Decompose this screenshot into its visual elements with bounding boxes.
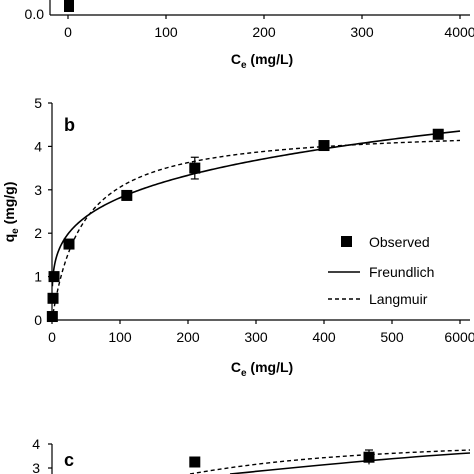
panel-b-x-tick-label: 0 — [48, 329, 56, 345]
panel-a-x-tick-label: 4000 — [444, 24, 474, 40]
panel-c-observed-point — [189, 456, 201, 468]
panel-a: 0.0 0 100 200 300 4000 Ce (mg/L) — [25, 0, 474, 71]
panel-c-y-tick-label: 3 — [32, 460, 40, 474]
panel-c-letter: c — [64, 450, 74, 470]
panel-b-observed-point — [47, 292, 59, 304]
panel-b-letter: b — [64, 115, 75, 135]
panel-a-x-axis-label: Ce (mg/L) — [231, 51, 293, 71]
panel-b-observed-point — [432, 128, 444, 140]
panel-c-observed-point — [363, 451, 375, 463]
panel-b-x-tick-label: 400 — [312, 329, 336, 345]
panel-c-freundlich-curve — [229, 452, 471, 474]
panel-b-legend: Observed Freundlich Langmuir — [328, 234, 434, 307]
panel-b-x-tick-label: 200 — [176, 329, 200, 345]
panel-b-x-tick-label: 6000 — [444, 329, 474, 345]
panel-a-x-tick-label: 300 — [350, 24, 374, 40]
panel-c-langmuir-curve — [189, 449, 471, 474]
panel-b-x-tick-label: 500 — [380, 329, 404, 345]
panel-a-x-tick-label: 200 — [252, 24, 276, 40]
panel-b-observed-point — [63, 238, 75, 250]
panel-b-y-tick-label: 0 — [34, 312, 42, 328]
panel-a-y-tick-label: 0.0 — [25, 6, 45, 22]
panel-b-y-tick-label: 2 — [34, 225, 42, 241]
panel-b-y-axis-label: qe (mg/g) — [1, 182, 21, 243]
panel-a-observed-point — [64, 0, 74, 12]
panel-b-langmuir-curve — [51, 139, 461, 321]
panel-c: 4 3 c — [32, 436, 471, 474]
panel-a-x-tick-label: 100 — [154, 24, 178, 40]
panel-b-observed-point — [48, 271, 60, 283]
panel-b-x-tick-label: 300 — [244, 329, 268, 345]
panel-b-y-tick-label: 4 — [34, 138, 42, 154]
panel-b-x-axis-label: Ce (mg/L) — [231, 359, 293, 379]
panel-b-freundlich-curve — [51, 130, 461, 287]
legend-observed-label: Observed — [369, 234, 430, 250]
panel-b-observed-point — [318, 140, 330, 152]
panel-b-y-tick-label: 3 — [34, 182, 42, 198]
panel-a-x-tick-label: 0 — [64, 24, 72, 40]
legend-freundlich-label: Freundlich — [369, 264, 434, 280]
panel-b-y-tick-label: 1 — [34, 269, 42, 285]
panel-b-y-tick-label: 5 — [34, 95, 42, 111]
legend-langmuir-label: Langmuir — [369, 291, 428, 307]
panel-b-observed-point — [189, 162, 201, 174]
panel-b-x-tick-label: 100 — [108, 329, 132, 345]
panel-b-observed-point — [121, 189, 133, 201]
panel-c-y-tick-label: 4 — [32, 436, 40, 452]
panel-b-observed-point — [46, 311, 58, 323]
legend-observed-marker — [341, 236, 352, 247]
